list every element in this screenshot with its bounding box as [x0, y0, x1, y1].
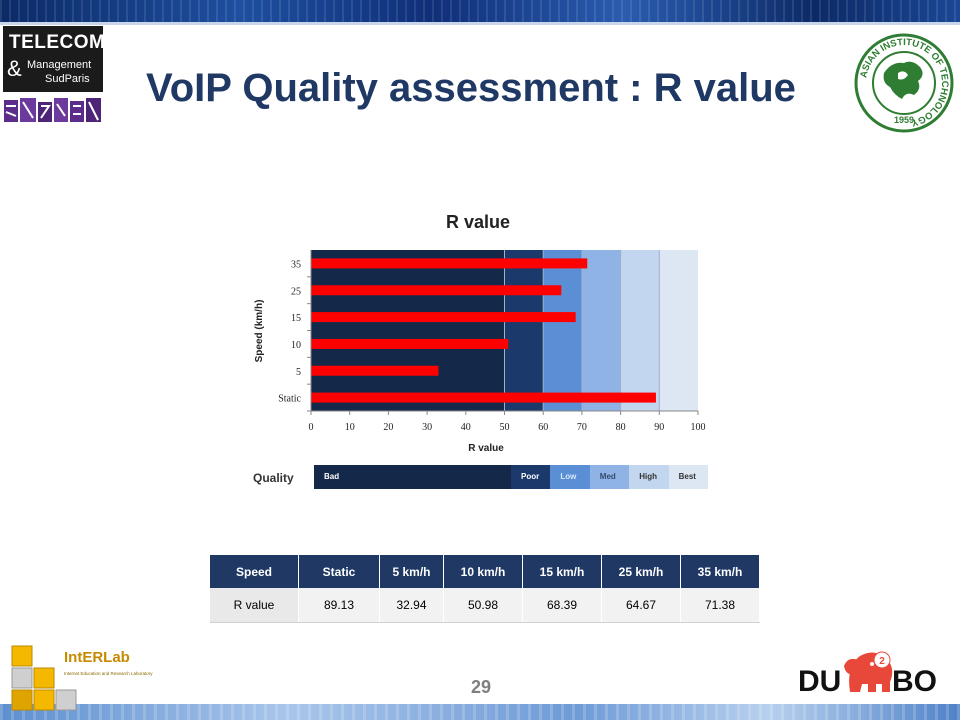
plot-band: [504, 250, 544, 411]
y-tick-label: Static: [278, 394, 301, 405]
svg-text:IntERLab: IntERLab: [64, 649, 130, 666]
bar-15: [311, 312, 576, 323]
quality-level-bad: Bad: [314, 465, 511, 489]
top-banner: [0, 0, 960, 22]
y-axis-label: Speed (km/h): [254, 300, 265, 363]
svg-text:1959: 1959: [894, 115, 914, 125]
y-tick-label: 15: [291, 313, 301, 324]
quality-scale-label: Quality: [253, 471, 294, 485]
table-header-cell: 15 km/h: [522, 555, 602, 588]
table-header-cell: 25 km/h: [601, 555, 681, 588]
x-tick-label: 10: [345, 422, 355, 433]
dumbo-logo: DU BO 2: [798, 651, 937, 698]
telecom-sudparis-logo: TELECOM & Management SudParis: [3, 26, 106, 124]
y-tick-label: 35: [291, 259, 301, 270]
slide-title: VoIP Quality assessment : R value: [146, 66, 796, 110]
telecom-logo-ampersand: &: [7, 56, 22, 81]
quality-level-low: Low: [550, 465, 590, 489]
telecom-logo-line1: TELECOM: [9, 32, 106, 53]
telecom-logo-box: TELECOM & Management SudParis: [3, 26, 106, 92]
bottom-banner: [0, 704, 960, 720]
quality-level-best: Best: [668, 465, 708, 489]
x-tick-label: 20: [383, 422, 393, 433]
y-tick-label: 25: [291, 286, 301, 297]
table-cell: 71.38: [680, 588, 760, 623]
x-axis-label: R value: [468, 443, 504, 454]
x-tick-label: 80: [616, 422, 626, 433]
table-cell: 68.39: [522, 588, 602, 623]
x-tick-label: 50: [500, 422, 510, 433]
plot-band: [581, 250, 621, 411]
chart-title: R value: [446, 212, 510, 232]
telecom-logo-pattern: [3, 96, 103, 124]
top-banner-strip: [0, 22, 960, 25]
x-tick-label: 90: [654, 422, 664, 433]
plot-band: [543, 250, 582, 411]
y-tick-label: 10: [291, 340, 301, 351]
svg-text:BO: BO: [892, 665, 937, 698]
bar-5: [311, 365, 439, 376]
x-tick-label: 100: [691, 422, 706, 433]
table-header-cell: 10 km/h: [443, 555, 523, 588]
intelab-logo: IntERLab Internet Education and Research…: [11, 645, 153, 711]
svg-text:Internet Education and Researc: Internet Education and Research Laborato…: [64, 671, 153, 676]
bar-Static: [311, 392, 656, 403]
plot-bars: [311, 258, 656, 403]
table-cell: 32.94: [379, 588, 444, 623]
telecom-logo-line3: Management: [27, 59, 92, 71]
plot-band: [659, 250, 698, 411]
bar-35: [311, 258, 588, 269]
svg-text:DU: DU: [798, 665, 841, 698]
table-cell: R value: [210, 588, 299, 623]
plot-band: [620, 250, 660, 411]
svg-text:2: 2: [879, 656, 885, 667]
ait-seal-logo: ASIAN INSTITUTE OF TECHNOLOGY 1959: [854, 33, 954, 133]
table-row: R value 89.13 32.94 50.98 68.39 64.67 71…: [210, 588, 760, 623]
quality-level-med: Med: [589, 465, 630, 489]
bar-25: [311, 285, 562, 296]
table-header-cell: Static: [298, 555, 380, 588]
table-header-cell: 35 km/h: [680, 555, 760, 588]
bar-10: [311, 338, 509, 349]
x-tick-label: 0: [309, 422, 314, 433]
plot-axes: 0 10 20 30 40 50 60 70 80 90 100 Static 5 10 15 25 35: [278, 250, 706, 433]
x-tick-label: 30: [422, 422, 432, 433]
x-tick-label: 70: [577, 422, 587, 433]
plot-background-bands: [311, 250, 698, 411]
table-cell: 50.98: [443, 588, 523, 623]
page-number: 29: [470, 677, 492, 697]
table-header-row: Speed Static 5 km/h 10 km/h 15 km/h 25 k…: [210, 555, 760, 588]
quality-level-high: High: [629, 465, 669, 489]
y-tick-label: 5: [296, 367, 301, 378]
table-header-cell: Speed: [210, 555, 299, 588]
telecom-logo-line4: SudParis: [45, 73, 90, 85]
table-cell: 89.13: [298, 588, 380, 623]
r-value-table: Speed Static 5 km/h 10 km/h 15 km/h 25 k…: [210, 555, 760, 623]
quality-level-poor: Poor: [511, 465, 551, 489]
table-header-cell: 5 km/h: [379, 555, 444, 588]
x-tick-label: 40: [461, 422, 471, 433]
x-tick-label: 60: [538, 422, 548, 433]
plot-band: [311, 250, 505, 411]
table-cell: 64.67: [601, 588, 681, 623]
